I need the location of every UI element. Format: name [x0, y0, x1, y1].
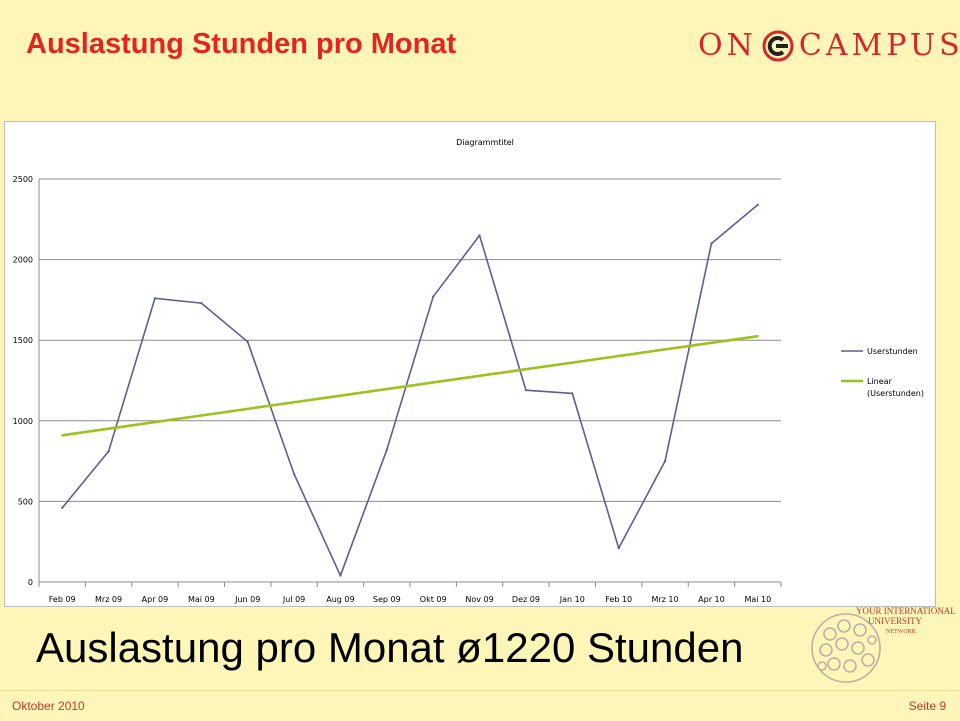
summary-text: Auslastung pro Monat ø1220 Stunden — [36, 624, 744, 671]
data-point-userstunden — [663, 459, 667, 463]
x-tick-label: Jan 10 — [559, 595, 585, 604]
data-point-linear — [339, 394, 342, 397]
x-tick-label: Apr 10 — [698, 595, 725, 604]
data-point-userstunden — [571, 392, 574, 395]
y-tick-label: 2000 — [13, 256, 33, 265]
legend-label: Userstunden — [867, 347, 918, 356]
data-point-userstunden — [292, 472, 296, 476]
data-point-linear — [478, 374, 481, 378]
legend-label-cont: (Userstunden) — [867, 389, 924, 398]
x-tick-label: Mai 10 — [744, 595, 771, 604]
footer-date: Oktober 2010 — [12, 699, 85, 713]
seal-line-1: YOUR INTERNATIONAL — [856, 606, 956, 616]
legend-label: Linear — [867, 377, 893, 386]
x-tick-label: Mai 09 — [188, 595, 215, 604]
y-tick-label: 0 — [28, 578, 33, 587]
data-point-linear — [710, 341, 713, 344]
x-tick-label: Mrz 10 — [652, 595, 679, 604]
data-point-userstunden — [431, 295, 435, 298]
university-network-seal: YOUR INTERNATIONAL UNIVERSITY NETWORK. — [811, 606, 956, 683]
chart-frame: 0 500 1000 1500 2000 2500 Feb 09 Mrz 09 Apr 09 Ma… — [4, 121, 936, 607]
x-tick-label: Jul 09 — [282, 595, 305, 604]
chart-title: Diagrammtitel — [456, 138, 514, 147]
data-point-userstunden — [246, 340, 249, 344]
slide-header: Auslastung Stunden pro Monat ON CAMPUS — [0, 0, 960, 118]
x-tick-label: Okt 09 — [420, 595, 447, 604]
x-tick-label: Feb 09 — [49, 595, 76, 604]
x-tick-label: Jun 09 — [234, 595, 260, 604]
data-point-linear — [292, 401, 296, 404]
footer-page-number: Seite 9 — [908, 699, 946, 713]
logo-c-icon — [762, 30, 794, 62]
data-point-linear — [663, 348, 667, 351]
x-tick-label: Nov 09 — [465, 595, 493, 604]
data-point-userstunden — [200, 301, 203, 305]
x-tick-label: Dez 09 — [512, 595, 540, 604]
data-point-userstunden — [339, 574, 342, 577]
trendline-linear — [62, 334, 758, 437]
data-point-linear — [617, 354, 620, 358]
data-point-userstunden — [617, 546, 620, 550]
data-point-linear — [60, 434, 64, 437]
y-tick-label: 1000 — [13, 417, 33, 426]
x-tick-label: Mrz 09 — [95, 595, 122, 604]
slide-footer: Oktober 2010 Seite 9 — [0, 690, 960, 721]
seal-line-3: NETWORK. — [886, 629, 918, 635]
logo-text-left: ON — [698, 28, 757, 63]
data-point-linear — [571, 361, 574, 364]
x-tick-label: Aug 09 — [326, 595, 354, 604]
data-point-userstunden — [107, 450, 110, 453]
y-tick-label: 500 — [18, 497, 33, 506]
data-point-userstunden — [710, 242, 713, 245]
x-tick-label: Feb 10 — [605, 595, 632, 604]
data-point-userstunden — [385, 448, 389, 452]
series-line-userstunden — [61, 204, 759, 577]
data-point-linear — [107, 427, 110, 430]
line-chart: 0 500 1000 1500 2000 2500 Feb 09 Mrz 09 Apr 09 Ma… — [13, 138, 924, 604]
seal-line-2: UNIVERSITY — [868, 616, 922, 626]
logo-text-right: CAMPUS — [798, 28, 960, 63]
y-tick-label: 2500 — [13, 175, 33, 184]
data-point-userstunden — [478, 234, 481, 237]
data-point-linear — [431, 381, 435, 384]
data-point-userstunden — [153, 297, 157, 300]
x-tick-label: Apr 09 — [142, 595, 169, 604]
oncampus-logo: ON CAMPUS — [698, 26, 960, 66]
data-point-linear — [246, 407, 249, 411]
data-point-userstunden — [60, 506, 64, 510]
y-tick-label: 1500 — [13, 336, 33, 345]
data-point-userstunden — [756, 203, 760, 206]
slide-title: Auslastung Stunden pro Monat — [26, 28, 457, 60]
data-point-linear — [200, 414, 203, 417]
data-point-userstunden — [524, 388, 528, 392]
data-point-linear — [385, 387, 389, 391]
data-point-linear — [524, 368, 528, 371]
data-point-linear — [756, 334, 760, 338]
x-tick-label: Sep 09 — [373, 595, 401, 604]
data-point-linear — [153, 420, 157, 424]
